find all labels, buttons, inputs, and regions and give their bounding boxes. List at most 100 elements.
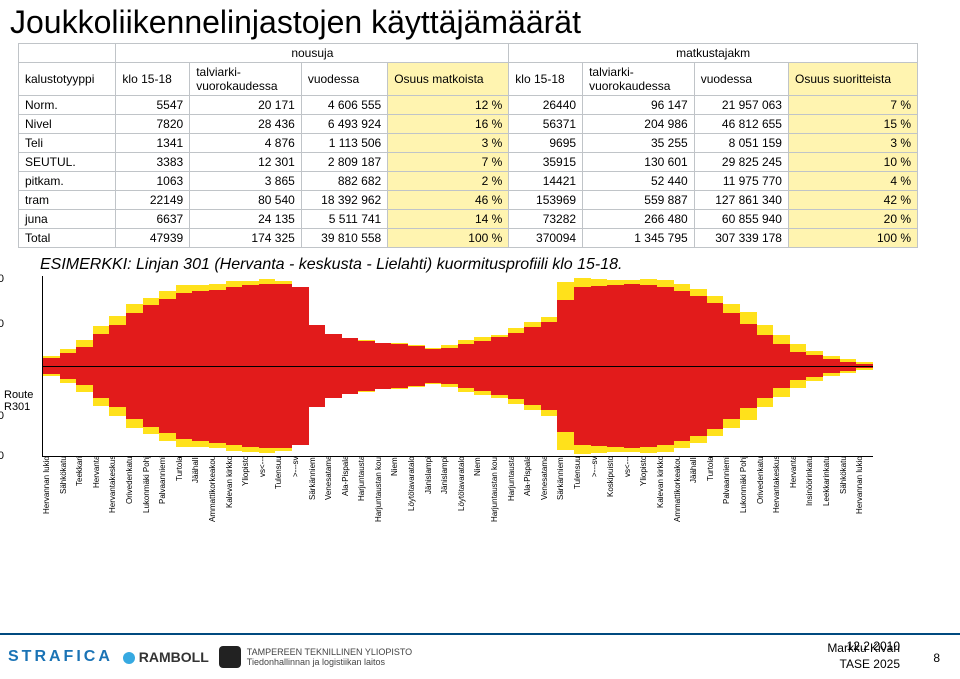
cell: 29 825 245 — [694, 153, 788, 172]
cell: 266 480 — [583, 210, 695, 229]
group-nousuja: nousuja — [116, 44, 509, 63]
x-tick: Hervanta — [789, 456, 806, 522]
x-tick: Ammattikorkeakoulu — [673, 456, 690, 522]
cell: 20 % — [788, 210, 917, 229]
cell: 15 % — [788, 115, 917, 134]
cell: 204 986 — [583, 115, 695, 134]
cell: 5547 — [116, 96, 190, 115]
x-tick: Hervanta — [92, 456, 109, 522]
page-title: Joukkoliikennelinjastojen käyttäjämäärät — [10, 4, 960, 41]
load-profile-chart: 2000 1000 1000 2000 Route R301 Hervannan… — [40, 276, 920, 526]
ramboll-logo: RAMBOLL — [123, 649, 209, 665]
x-tick: Särkänniemi — [308, 456, 325, 522]
route-label: Route R301 — [4, 389, 33, 413]
cell: 14421 — [509, 172, 583, 191]
x-tick: Löytötavaratalo — [407, 456, 424, 522]
table-row: tram2214980 54018 392 96246 %153969559 8… — [19, 191, 918, 210]
cell: 7820 — [116, 115, 190, 134]
x-tick: Hervantakeskus — [772, 456, 789, 522]
cell: 1063 — [116, 172, 190, 191]
col-kalustotyyppi: kalustotyyppi — [19, 63, 116, 96]
chart-caption: ESIMERKKI: Linjan 301 (Hervanta - keskus… — [40, 256, 960, 274]
cell: 6 493 924 — [301, 115, 387, 134]
x-tick: Niemi — [473, 456, 490, 522]
x-tick: Leekkarinkatu — [822, 456, 839, 522]
x-tick: Orivedenkatu — [125, 456, 142, 522]
cell: 12 301 — [190, 153, 302, 172]
x-tick: Turtola — [706, 456, 723, 522]
x-tick: Turtola — [175, 456, 192, 522]
x-tick: Orivedenkatu — [756, 456, 773, 522]
cell: 52 440 — [583, 172, 695, 191]
col-header: talviarki-vuorokaudessa — [583, 63, 695, 96]
cell: 4 876 — [190, 134, 302, 153]
x-tick: Harjuntaustan koulu — [490, 456, 507, 522]
x-tick: Jäähalli — [689, 456, 706, 522]
col-header: Osuus matkoista — [388, 63, 509, 96]
cell: 882 682 — [301, 172, 387, 191]
cell: 42 % — [788, 191, 917, 210]
cell: 22149 — [116, 191, 190, 210]
cell: 2 809 187 — [301, 153, 387, 172]
cell: 6637 — [116, 210, 190, 229]
x-tick: Sähkökatu — [59, 456, 76, 522]
cell: 3 % — [788, 134, 917, 153]
cell: 60 855 940 — [694, 210, 788, 229]
cell: 100 % — [388, 229, 509, 248]
x-tick: Palvaanniemi — [158, 456, 175, 522]
cell: 35915 — [509, 153, 583, 172]
strafica-logo: STRAFICA — [8, 648, 113, 666]
x-tick: Tulensuu — [274, 456, 291, 522]
x-tick: Jäähalli — [191, 456, 208, 522]
footer-date: 12.2.2010 — [847, 639, 900, 653]
x-tick: Teekkari — [75, 456, 92, 522]
footer: STRAFICA RAMBOLL TAMPEREEN TEKNILLINEN Y… — [0, 633, 960, 679]
x-tick: Palvaanniemi — [722, 456, 739, 522]
cell: 3 % — [388, 134, 509, 153]
col-header: talviarki-vuorokaudessa — [190, 63, 302, 96]
cell: 35 255 — [583, 134, 695, 153]
cell: 18 392 962 — [301, 191, 387, 210]
cell: 3 865 — [190, 172, 302, 191]
cell: 26440 — [509, 96, 583, 115]
row-label: tram — [19, 191, 116, 210]
x-tick: Hervantakeskus — [108, 456, 125, 522]
cell: 307 339 178 — [694, 229, 788, 248]
cell: 7 % — [788, 96, 917, 115]
col-header: klo 15-18 — [509, 63, 583, 96]
cell: 21 957 063 — [694, 96, 788, 115]
row-label: SEUTUL. — [19, 153, 116, 172]
cell: 16 % — [388, 115, 509, 134]
cell: 370094 — [509, 229, 583, 248]
x-tick: Lukonmäki Pohj — [142, 456, 159, 522]
cell: 46 812 655 — [694, 115, 788, 134]
cell: 24 135 — [190, 210, 302, 229]
x-tick: Hervannan lukio — [855, 456, 872, 522]
cell: 9695 — [509, 134, 583, 153]
cell: 4 606 555 — [301, 96, 387, 115]
table-row: Nivel782028 4366 493 92416 %56371204 986… — [19, 115, 918, 134]
x-tick: Ammattikorkeakoulu — [208, 456, 225, 522]
x-tick: Insinöörinkatu — [805, 456, 822, 522]
cell: 39 810 558 — [301, 229, 387, 248]
cell: 559 887 — [583, 191, 695, 210]
x-tick: Harjuntausta — [507, 456, 524, 522]
cell: 8 051 159 — [694, 134, 788, 153]
col-header: vuodessa — [694, 63, 788, 96]
data-table: nousuja matkustajakm kalustotyyppi klo 1… — [18, 43, 950, 248]
row-label: pitkam. — [19, 172, 116, 191]
x-tick: Harjuntausta — [357, 456, 374, 522]
x-tick: Löytötavaratalo — [457, 456, 474, 522]
x-tick: Kalevan kirkko — [225, 456, 242, 522]
table-row: pitkam.10633 865882 6822 %1442152 44011 … — [19, 172, 918, 191]
row-label: Teli — [19, 134, 116, 153]
x-tick: vs<--- — [623, 456, 640, 522]
cell: 56371 — [509, 115, 583, 134]
x-tick: >---sv — [590, 456, 607, 522]
cell: 1341 — [116, 134, 190, 153]
row-label: juna — [19, 210, 116, 229]
cell: 12 % — [388, 96, 509, 115]
x-tick: >---sv — [291, 456, 308, 522]
cell: 28 436 — [190, 115, 302, 134]
x-tick: Niemi — [390, 456, 407, 522]
